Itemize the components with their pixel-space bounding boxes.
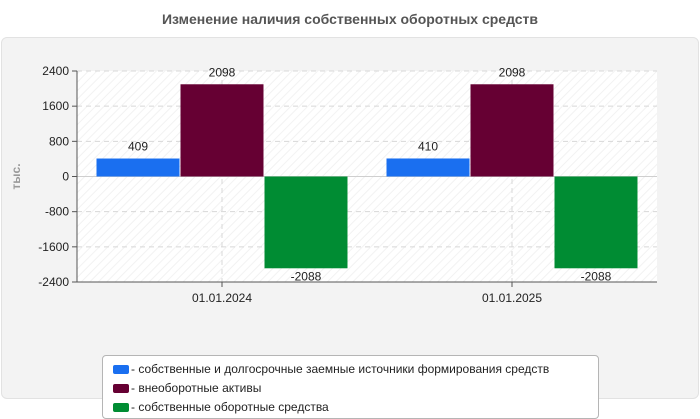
chart-title: Изменение наличия собственных оборотных … (161, 11, 539, 27)
data-label: 2098 (209, 65, 236, 79)
bar (180, 84, 264, 177)
data-label: -2088 (581, 269, 612, 283)
legend-label-working-capital: - собственные оборотные средства (131, 400, 329, 414)
y-axis-label: тыс. (9, 163, 23, 189)
legend-item-working-capital: - собственные оборотные средства (113, 398, 329, 416)
legend-item-sources: - собственные и долгосрочные заемные ист… (113, 360, 549, 378)
bar (470, 84, 554, 177)
y-tick-label: 2400 (42, 64, 69, 78)
legend-swatch-blue (113, 364, 129, 374)
y-tick-label: -2400 (38, 275, 69, 289)
y-tick-label: -1600 (38, 240, 69, 254)
bar (264, 176, 348, 269)
bar (554, 176, 638, 269)
y-tick-label: -800 (45, 205, 69, 219)
chart-legend: - собственные и долгосрочные заемные ист… (102, 355, 599, 419)
y-tick-label: 1600 (42, 99, 69, 113)
bar-chart: 2400 1600 800 0 -800 -1600 -2400 01.01.2024 01.0… (9, 64, 657, 305)
legend-swatch-green (113, 402, 129, 412)
y-tick-label: 800 (49, 134, 69, 148)
legend-label-noncurrent-assets: - внеоборотные активы (131, 381, 262, 395)
legend-swatch-maroon (113, 383, 129, 393)
x-tick-label: 01.01.2024 (192, 291, 252, 305)
bar (386, 158, 470, 177)
legend-label-sources: - собственные и долгосрочные заемные ист… (131, 362, 550, 376)
data-label: 410 (418, 139, 438, 153)
chart-panel: 2400 1600 800 0 -800 -1600 -2400 01.01.2024 01.0… (1, 37, 699, 419)
x-tick-label: 01.01.2025 (482, 291, 542, 305)
data-label: 409 (128, 140, 148, 154)
data-label: -2088 (291, 269, 322, 283)
bar (96, 158, 180, 177)
legend-item-noncurrent-assets: - внеоборотные активы (113, 379, 261, 397)
y-tick-label: 0 (62, 170, 69, 184)
data-label: 2098 (499, 65, 526, 79)
